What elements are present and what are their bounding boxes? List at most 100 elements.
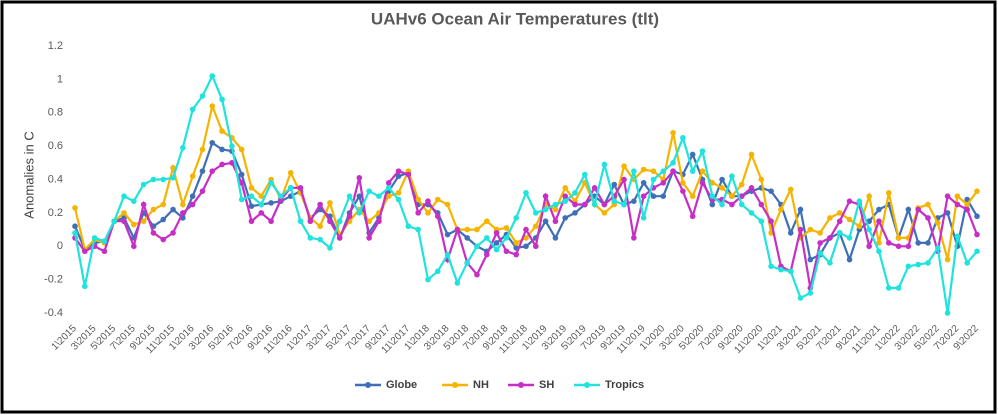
- marker: [797, 226, 804, 233]
- marker: [572, 201, 578, 208]
- marker: [562, 185, 569, 191]
- marker: [905, 243, 912, 250]
- marker: [385, 180, 392, 186]
- legend-label: Tropics: [605, 379, 644, 391]
- marker: [170, 206, 176, 213]
- marker: [709, 201, 716, 208]
- marker: [640, 180, 647, 186]
- marker: [748, 185, 755, 191]
- marker: [787, 268, 794, 275]
- marker: [415, 196, 421, 203]
- marker: [140, 218, 147, 225]
- marker: [336, 218, 343, 225]
- marker: [944, 310, 951, 316]
- marker: [209, 168, 216, 174]
- marker: [503, 225, 510, 231]
- marker: [366, 235, 372, 241]
- marker: [552, 235, 559, 241]
- marker: [464, 235, 470, 241]
- marker: [925, 215, 931, 221]
- y-tick-label: -0.4: [44, 307, 63, 319]
- marker: [964, 260, 970, 266]
- marker: [297, 218, 304, 225]
- marker: [964, 201, 970, 208]
- marker: [915, 261, 921, 268]
- marker: [827, 215, 833, 221]
- marker: [974, 231, 980, 238]
- marker: [817, 250, 823, 256]
- marker: [807, 290, 814, 296]
- marker: [287, 170, 294, 176]
- marker: [248, 185, 255, 191]
- marker: [199, 146, 206, 153]
- marker: [278, 193, 284, 199]
- marker: [513, 215, 519, 221]
- marker: [258, 201, 265, 208]
- marker: [866, 193, 872, 199]
- marker: [229, 143, 235, 149]
- marker: [846, 198, 853, 204]
- marker: [915, 206, 921, 213]
- marker: [229, 160, 235, 166]
- marker: [925, 201, 931, 208]
- marker: [954, 193, 961, 199]
- marker: [474, 226, 480, 233]
- marker: [219, 128, 225, 134]
- marker: [376, 193, 382, 199]
- marker: [268, 180, 274, 186]
- marker: [474, 243, 480, 250]
- marker: [523, 190, 529, 196]
- marker: [954, 201, 961, 208]
- marker: [582, 201, 588, 208]
- marker: [729, 193, 735, 199]
- marker: [640, 166, 647, 173]
- marker: [376, 218, 382, 225]
- marker: [454, 280, 461, 286]
- marker: [827, 260, 833, 266]
- marker: [395, 190, 402, 196]
- marker: [366, 218, 372, 225]
- marker: [238, 196, 245, 203]
- marker: [640, 215, 647, 221]
- y-tick-label: -0.2: [44, 274, 63, 286]
- marker: [483, 235, 490, 241]
- marker: [307, 235, 314, 241]
- marker: [180, 201, 186, 208]
- marker: [238, 146, 245, 153]
- legend-marker: [452, 382, 458, 388]
- marker: [121, 218, 127, 225]
- marker: [562, 198, 569, 204]
- marker: [817, 240, 823, 246]
- marker: [287, 185, 294, 191]
- marker: [327, 245, 333, 251]
- marker: [905, 206, 912, 213]
- marker: [689, 193, 696, 199]
- marker: [356, 193, 363, 199]
- marker: [680, 134, 686, 141]
- marker: [395, 168, 402, 174]
- marker: [856, 198, 863, 204]
- marker: [101, 248, 108, 255]
- marker: [778, 266, 784, 273]
- marker: [699, 180, 706, 186]
- marker: [601, 201, 608, 208]
- marker: [434, 213, 441, 220]
- marker: [689, 213, 696, 220]
- marker: [817, 230, 823, 236]
- marker: [866, 226, 872, 233]
- marker: [483, 218, 490, 225]
- marker: [974, 188, 980, 194]
- marker: [533, 223, 539, 230]
- marker: [905, 263, 912, 270]
- marker: [474, 271, 480, 278]
- marker: [91, 235, 98, 241]
- marker: [738, 181, 745, 188]
- marker: [768, 218, 774, 225]
- marker: [150, 206, 157, 213]
- marker: [523, 243, 529, 250]
- marker: [738, 201, 745, 208]
- marker: [621, 163, 627, 169]
- marker: [189, 193, 196, 199]
- marker: [523, 226, 529, 233]
- marker: [542, 218, 549, 225]
